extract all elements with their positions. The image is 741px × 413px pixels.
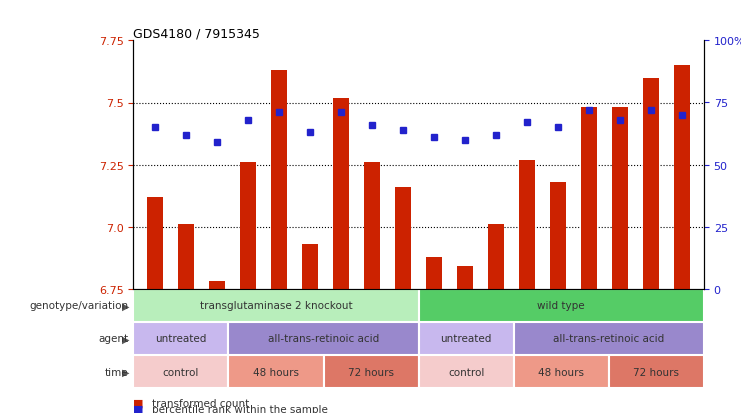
Text: 48 hours: 48 hours xyxy=(253,367,299,377)
Bar xyxy=(228,355,324,388)
Text: ▶: ▶ xyxy=(122,367,130,377)
Bar xyxy=(613,108,628,289)
Text: transformed count: transformed count xyxy=(152,398,249,408)
Bar xyxy=(488,225,504,289)
Bar xyxy=(419,289,704,322)
Bar xyxy=(514,322,704,355)
Bar xyxy=(179,225,194,289)
Text: all-trans-retinoic acid: all-trans-retinoic acid xyxy=(268,334,379,344)
Text: all-trans-retinoic acid: all-trans-retinoic acid xyxy=(554,334,665,344)
Bar xyxy=(419,355,514,388)
Bar xyxy=(240,163,256,289)
Bar xyxy=(210,282,225,289)
Text: ■: ■ xyxy=(133,398,147,408)
Text: 72 hours: 72 hours xyxy=(634,367,679,377)
Text: transglutaminase 2 knockout: transglutaminase 2 knockout xyxy=(200,301,352,311)
Text: untreated: untreated xyxy=(441,334,492,344)
Bar xyxy=(133,289,419,322)
Text: percentile rank within the sample: percentile rank within the sample xyxy=(152,404,328,413)
Text: 72 hours: 72 hours xyxy=(348,367,394,377)
Bar xyxy=(133,355,228,388)
Bar xyxy=(147,197,163,289)
Bar xyxy=(396,188,411,289)
Text: agent: agent xyxy=(98,334,128,344)
Bar xyxy=(228,322,419,355)
Bar xyxy=(271,71,287,289)
Text: control: control xyxy=(163,367,199,377)
Bar xyxy=(457,267,473,289)
Bar xyxy=(514,355,609,388)
Bar xyxy=(551,183,566,289)
Bar xyxy=(426,257,442,289)
Text: time: time xyxy=(104,367,128,377)
Bar xyxy=(133,322,228,355)
Bar xyxy=(333,98,349,289)
Bar xyxy=(643,78,659,289)
Bar xyxy=(365,163,380,289)
Bar xyxy=(419,322,514,355)
Text: genotype/variation: genotype/variation xyxy=(29,301,128,311)
Bar xyxy=(582,108,597,289)
Text: ■: ■ xyxy=(133,404,147,413)
Bar xyxy=(324,355,419,388)
Bar xyxy=(674,66,690,289)
Bar xyxy=(519,160,535,289)
Text: GDS4180 / 7915345: GDS4180 / 7915345 xyxy=(133,27,260,40)
Text: wild type: wild type xyxy=(537,301,585,311)
Bar xyxy=(609,355,704,388)
Text: 48 hours: 48 hours xyxy=(538,367,585,377)
Text: ▶: ▶ xyxy=(122,334,130,344)
Bar xyxy=(302,244,318,289)
Text: control: control xyxy=(448,367,485,377)
Text: ▶: ▶ xyxy=(122,301,130,311)
Text: untreated: untreated xyxy=(156,334,207,344)
